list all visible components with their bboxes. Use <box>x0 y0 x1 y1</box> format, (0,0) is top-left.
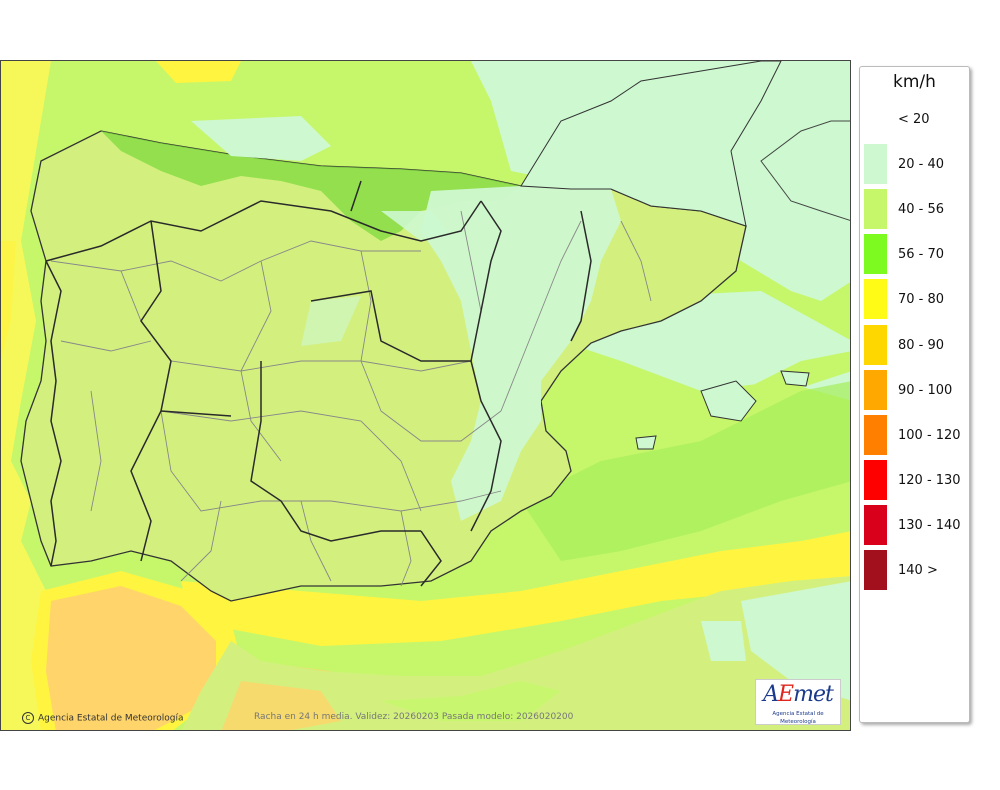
legend-swatch <box>864 414 887 455</box>
legend-item: 90 - 100 <box>864 368 968 410</box>
legend-swatch <box>864 279 887 320</box>
ebro-valley-low <box>421 186 621 521</box>
alboran-band <box>181 531 850 646</box>
wind-gust-map <box>0 60 851 731</box>
legend-item: 20 - 40 <box>864 142 968 185</box>
north-africa <box>181 576 850 730</box>
portugal-border <box>45 260 62 567</box>
legend-swatch <box>864 234 887 275</box>
legend-label: 140 > <box>898 563 938 578</box>
legend-unit: km/h <box>893 72 936 92</box>
legend-swatch <box>864 550 887 590</box>
legend-item: 70 - 80 <box>864 277 968 320</box>
legend-label: 130 - 140 <box>898 517 961 533</box>
mallorca <box>700 380 757 422</box>
copyright-credit: C Agencia Estatal de Meteorología <box>22 712 184 724</box>
gulf-cadiz-high <box>46 586 216 730</box>
legend-label: 56 - 70 <box>898 247 945 263</box>
legend-item: 56 - 70 <box>864 232 968 275</box>
aemet-logo: AEmet Agencia Estatal de Meteorología <box>755 679 841 725</box>
legend-item: 100 - 120 <box>864 413 968 455</box>
menorca <box>780 370 810 387</box>
legend-label: 40 - 56 <box>898 202 945 218</box>
legend-item: 140 > <box>864 548 968 590</box>
med-band <box>521 381 850 561</box>
legend-swatch <box>864 324 887 365</box>
legend-label: 70 - 80 <box>898 292 945 308</box>
legend-swatch <box>864 369 887 410</box>
legend: km/h < 20 20 - 40 40 - 56 56 - 70 70 - 80 80 … <box>859 66 970 723</box>
legend-swatch <box>864 459 887 500</box>
region-borders <box>45 180 592 587</box>
ibiza <box>635 435 657 450</box>
legend-item: 120 - 130 <box>864 458 968 500</box>
legend-label: 100 - 120 <box>898 427 961 443</box>
north-patch <box>156 61 241 83</box>
legend-swatch <box>864 504 887 545</box>
atlantic-west-band <box>1 61 61 730</box>
aemet-logo-subtitle: Agencia Estatal de Meteorología <box>772 711 824 725</box>
france <box>520 61 782 227</box>
legend-label: 80 - 90 <box>898 337 945 353</box>
credit-text: Agencia Estatal de Meteorología <box>38 713 184 724</box>
legend-item: < 20 <box>864 97 968 137</box>
legend-swatch <box>864 144 887 185</box>
copyright-icon: C <box>22 712 34 724</box>
legend-label: 90 - 100 <box>898 382 953 398</box>
validity-text: Racha en 24 h media. Validez: 20260203 P… <box>254 712 574 722</box>
legend-label: 120 - 130 <box>898 472 961 488</box>
legend-item: 130 - 140 <box>864 503 968 545</box>
legend-label: < 20 <box>898 112 930 127</box>
legend-item: 40 - 56 <box>864 187 968 230</box>
legend-swatch <box>864 189 887 230</box>
legend-item: 80 - 90 <box>864 323 968 365</box>
map-canvas <box>1 61 850 730</box>
legend-label: 20 - 40 <box>898 157 945 173</box>
aemet-logo-mark: AEmet <box>763 682 834 707</box>
